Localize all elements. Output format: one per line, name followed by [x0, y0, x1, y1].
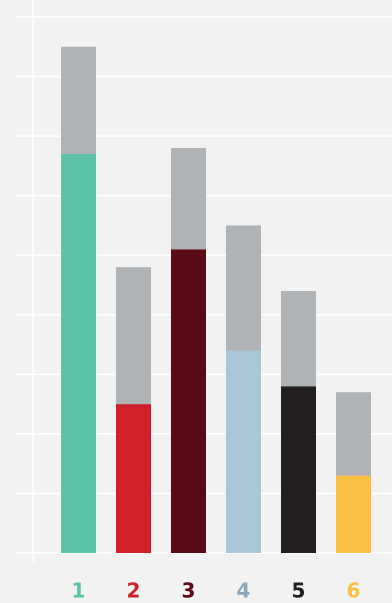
x-tick-label: 4: [237, 579, 251, 603]
bar-segment: [336, 392, 371, 476]
bar-segment: [61, 46, 96, 154]
bar-segment: [281, 386, 316, 553]
bar-segment: [116, 404, 151, 553]
bar-segment: [226, 350, 261, 553]
bar-segment: [171, 148, 206, 250]
x-tick-label: 6: [347, 579, 361, 603]
bar-segment: [226, 225, 261, 351]
x-tick-label: 5: [292, 579, 306, 603]
x-tick-label: 3: [182, 579, 196, 603]
bar-segment: [116, 267, 151, 405]
bar-segment: [336, 475, 371, 553]
bar-segment: [281, 290, 316, 387]
x-tick-label: 2: [127, 579, 141, 603]
bar-segment: [171, 249, 206, 553]
bar-segment: [61, 153, 96, 553]
x-tick-label: 1: [72, 579, 86, 603]
